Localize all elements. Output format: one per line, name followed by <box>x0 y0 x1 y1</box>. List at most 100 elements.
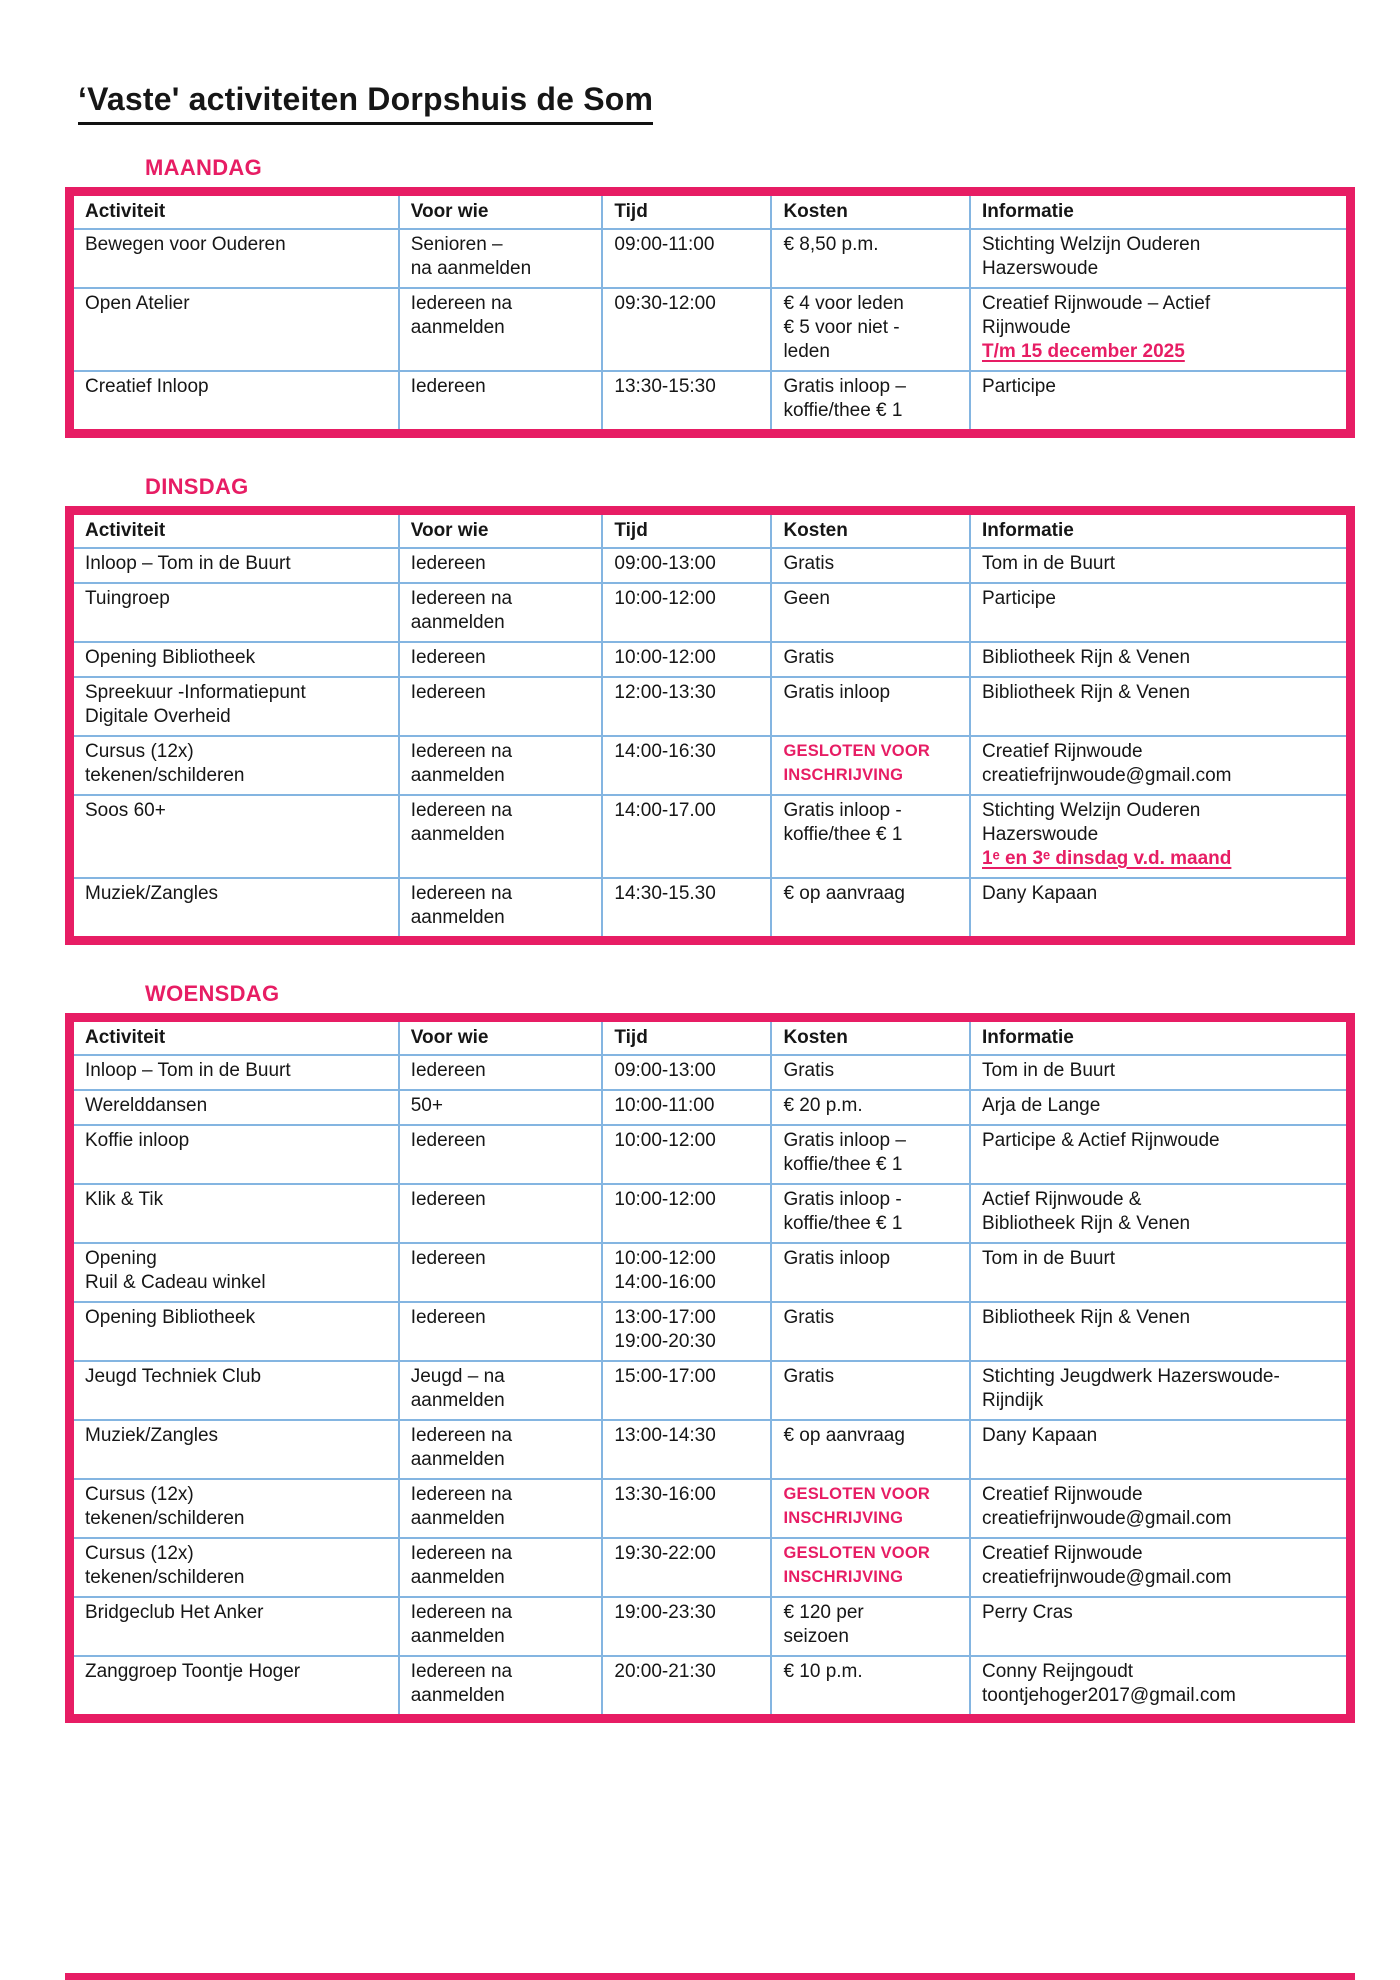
cell-activiteit: Inloop – Tom in de Buurt <box>68 547 400 585</box>
column-header-kosten: Kosten <box>770 190 971 231</box>
cell-line: na aanmelden <box>410 258 532 280</box>
cell-line: Inloop – Tom in de Buurt <box>85 553 291 575</box>
cell-line: 19:30-22:00 <box>614 1543 716 1565</box>
cell-line: 09:00-13:00 <box>614 553 716 575</box>
cell-line: 14:00-16:30 <box>614 741 716 763</box>
cell-line: Creatief Rijnwoude – Actief <box>982 293 1211 315</box>
table-row: Opening Bibliotheek Iedereen 13:00-17:00 19… <box>68 1301 1352 1363</box>
cell-tijd: 13:00-17:00 19:00-20:30 <box>601 1301 773 1363</box>
cell-informatie: Bibliotheek Rijn & Venen <box>969 641 1352 679</box>
cell-kosten: € 10 p.m. <box>770 1655 971 1720</box>
cell-voor_wie: Iedereen <box>397 676 604 738</box>
cell-line: Iedereen na <box>410 800 513 822</box>
cell-tijd: 13:30-16:00 <box>601 1478 773 1540</box>
cell-line: koffie/thee € 1 <box>783 1154 903 1176</box>
cell-informatie: Tom in de Buurt <box>969 1242 1352 1304</box>
header-row: Activiteit Voor wie Tijd Kosten Informatie <box>68 190 1352 231</box>
cell-line: Klik & Tik <box>85 1189 164 1211</box>
cell-line: Rijndijk <box>982 1390 1044 1412</box>
cell-activiteit: Cursus (12x) tekenen/schilderen <box>68 735 400 797</box>
cell-informatie: Creatief Rijnwoude – Actief Rijnwoude T/m … <box>969 287 1352 373</box>
cell-kosten: GESLOTEN VOOR INSCHRIJVING <box>770 1537 971 1599</box>
cell-line: aanmelden <box>410 1508 505 1530</box>
cell-voor_wie: Iedereen na aanmelden <box>397 1478 604 1540</box>
activities-table: Activiteit Voor wie Tijd Kosten Informatie In… <box>65 506 1355 946</box>
cell-line: Tuingroep <box>85 588 170 610</box>
table-row: Muziek/Zangles Iedereen na aanmelden 14:30-… <box>68 877 1352 942</box>
cell-tijd: 12:00-13:30 <box>601 676 773 738</box>
accent-note: GESLOTEN VOOR <box>783 1485 930 1504</box>
column-header-tijd: Tijd <box>601 1016 773 1057</box>
cell-line: aanmelden <box>410 1449 505 1471</box>
cell-voor_wie: Jeugd – na aanmelden <box>397 1360 604 1422</box>
cell-voor_wie: Iedereen na aanmelden <box>397 794 604 880</box>
cell-line: tekenen/schilderen <box>85 1508 245 1530</box>
cell-kosten: € 20 p.m. <box>770 1089 971 1127</box>
cell-voor_wie: Iedereen <box>397 1242 604 1304</box>
cell-line: koffie/thee € 1 <box>783 1213 903 1235</box>
cell-line: € op aanvraag <box>783 883 905 905</box>
cell-informatie: Stichting Welzijn Ouderen Hazerswoude <box>969 228 1352 290</box>
cell-kosten: Gratis <box>770 1360 971 1422</box>
cell-line: Stichting Welzijn Ouderen <box>982 800 1201 822</box>
cell-line: 14:00-16:00 <box>614 1272 716 1294</box>
cell-tijd: 10:00-12:00 <box>601 582 773 644</box>
cell-activiteit: Tuingroep <box>68 582 400 644</box>
table-row: Werelddansen 50+ 10:00-11:00 € 20 p.m. Arja … <box>68 1089 1352 1127</box>
cell-line: Iedereen <box>410 376 486 398</box>
cell-line: Jeugd – na <box>410 1366 505 1388</box>
cell-kosten: Gratis inloop - koffie/thee € 1 <box>770 794 971 880</box>
cell-line: Bibliotheek Rijn & Venen <box>982 682 1191 704</box>
cell-kosten: € op aanvraag <box>770 877 971 942</box>
column-header-activiteit: Activiteit <box>68 509 400 550</box>
cell-line: 19:00-23:30 <box>614 1602 716 1624</box>
cell-line: Spreekuur -Informatiepunt <box>85 682 306 704</box>
cell-line: 14:30-15.30 <box>614 883 716 905</box>
cell-tijd: 09:30-12:00 <box>601 287 773 373</box>
cell-voor_wie: Iedereen na aanmelden <box>397 1655 604 1720</box>
cell-line: Inloop – Tom in de Buurt <box>85 1060 291 1082</box>
cell-voor_wie: Iedereen na aanmelden <box>397 1537 604 1599</box>
cell-line: Iedereen na <box>410 1543 513 1565</box>
cell-kosten: Gratis inloop - koffie/thee € 1 <box>770 1183 971 1245</box>
cell-line: 10:00-12:00 <box>614 647 716 669</box>
table-row: Tuingroep Iedereen na aanmelden 10:00-12:00… <box>68 582 1352 644</box>
cell-line: € 10 p.m. <box>783 1661 863 1683</box>
cell-line: Iedereen na <box>410 741 513 763</box>
cell-line: Iedereen na <box>410 883 513 905</box>
table-row: Cursus (12x) tekenen/schilderen Iedereen n… <box>68 1478 1352 1540</box>
cell-line: 13:30-15:30 <box>614 376 716 398</box>
cell-kosten: Gratis <box>770 641 971 679</box>
cell-line: Gratis <box>783 1060 835 1082</box>
column-header-voor_wie: Voor wie <box>397 1016 604 1057</box>
cell-kosten: Gratis inloop – koffie/thee € 1 <box>770 370 971 435</box>
cell-tijd: 10:00-12:00 14:00-16:00 <box>601 1242 773 1304</box>
cell-line: 13:30-16:00 <box>614 1484 716 1506</box>
cell-line: Gratis inloop - <box>783 800 902 822</box>
cell-line: Iedereen <box>410 1307 486 1329</box>
cell-informatie: Participe & Actief Rijnwoude <box>969 1124 1352 1186</box>
cell-line: Jeugd Techniek Club <box>85 1366 262 1388</box>
cell-line: Zanggroep Toontje Hoger <box>85 1661 301 1683</box>
accent-note: T/m 15 december 2025 <box>982 341 1185 363</box>
cell-activiteit: Cursus (12x) tekenen/schilderen <box>68 1537 400 1599</box>
cell-line: Iedereen <box>410 553 486 575</box>
cell-activiteit: Opening Bibliotheek <box>68 641 400 679</box>
table-row: Jeugd Techniek Club Jeugd – na aanmelden 15… <box>68 1360 1352 1422</box>
cell-line: creatiefrijnwoude@gmail.com <box>982 1508 1232 1530</box>
cell-informatie: Creatief Rijnwoude creatiefrijnwoude@gmai… <box>969 1478 1352 1540</box>
cell-line: Iedereen na <box>410 1484 513 1506</box>
column-header-kosten: Kosten <box>770 1016 971 1057</box>
cell-informatie: Tom in de Buurt <box>969 1054 1352 1092</box>
cell-line: Creatief Inloop <box>85 376 209 398</box>
cell-line: Tom in de Buurt <box>982 553 1116 575</box>
activities-table: Activiteit Voor wie Tijd Kosten Informatie In… <box>65 1013 1355 1724</box>
cell-line: Cursus (12x) <box>85 741 194 763</box>
cell-line: Senioren – <box>410 234 503 256</box>
accent-note: INSCHRIJVING <box>783 1509 904 1528</box>
cell-informatie: Conny Reijngoudt toontjehoger2017@gmail.c… <box>969 1655 1352 1720</box>
cell-line: 14:00-17.00 <box>614 800 716 822</box>
cell-kosten: GESLOTEN VOOR INSCHRIJVING <box>770 1478 971 1540</box>
cell-line: Participe & Actief Rijnwoude <box>982 1130 1220 1152</box>
cell-activiteit: Inloop – Tom in de Buurt <box>68 1054 400 1092</box>
